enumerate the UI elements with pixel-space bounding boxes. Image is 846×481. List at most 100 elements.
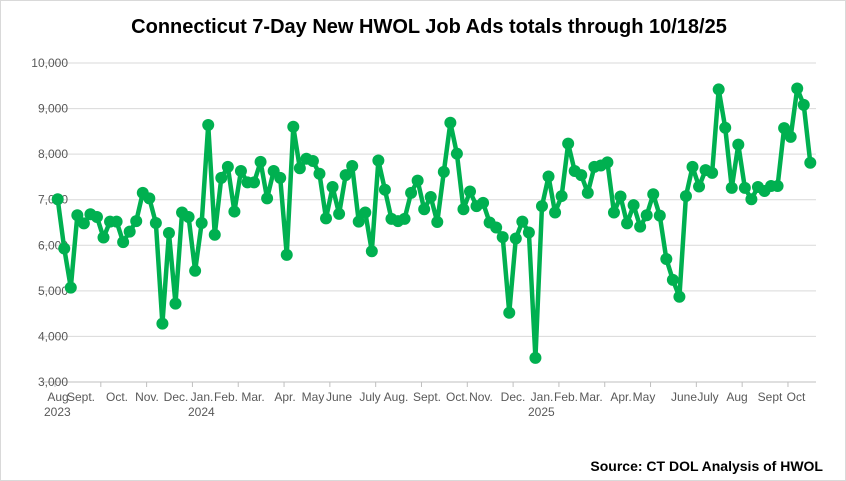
x-tick-label: June [326,390,352,404]
data-point [346,159,359,172]
data-point [398,212,411,225]
data-point [496,231,509,244]
data-point [450,147,463,160]
data-point [418,203,431,216]
x-tick-label: Mar. [579,390,602,404]
data-point [535,200,548,213]
data-point [804,156,817,169]
x-year-label: 2024 [188,405,215,419]
data-point [58,242,71,255]
data-point [182,211,195,224]
data-point [457,203,470,216]
data-point [130,215,143,228]
x-tick-label: May [302,390,325,404]
x-tick-label: Sept [758,390,783,404]
data-point [221,160,234,173]
data-point [156,317,169,330]
data-point [293,162,306,175]
data-point [627,199,640,212]
data-point [274,171,287,184]
x-tick-label: Sept. [413,390,441,404]
data-point [228,205,241,218]
data-point [424,190,437,203]
data-point [444,116,457,129]
data-point [640,209,653,222]
data-point [287,120,300,133]
data-point [405,186,418,199]
data-point [306,154,319,167]
data-point [234,165,247,178]
y-tick-label: 4,000 [38,329,68,343]
data-point [601,156,614,169]
data-point [647,188,660,201]
x-tick-label: July [359,390,380,404]
data-point [64,281,77,294]
data-point [712,83,725,96]
data-point [503,306,516,319]
x-tick-label: Feb. [214,390,238,404]
data-point [195,216,208,229]
data-point [516,215,529,228]
x-tick-label: Apr. [610,390,631,404]
x-tick-label: Dec. [501,390,526,404]
data-point [71,209,84,222]
x-tick-label: Oct. [106,390,128,404]
x-tick-label: Dec. [164,390,189,404]
data-point [477,196,490,209]
x-tick-label: Aug. [384,390,409,404]
data-point [719,121,732,134]
data-point [621,217,634,230]
data-point [411,174,424,187]
data-point [372,154,385,167]
x-tick-label: Aug [47,390,68,404]
x-tick-label: May [633,390,656,404]
data-point [660,252,673,265]
x-tick-label: Apr. [274,390,295,404]
data-point [549,206,562,219]
data-point [352,215,365,228]
source-note: Source: CT DOL Analysis of HWOL [590,458,823,474]
y-tick-label: 5,000 [38,284,68,298]
x-tick-label: Oct [787,390,806,404]
y-tick-label: 9,000 [38,102,68,116]
data-point [509,232,522,245]
data-point [693,180,706,193]
data-point [333,207,346,220]
data-point [189,264,202,277]
data-point [673,290,686,303]
y-tick-label: 8,000 [38,147,68,161]
data-point [378,183,391,196]
y-tick-label: 10,000 [31,56,68,70]
x-tick-label: Oct. [446,390,468,404]
data-point [437,165,450,178]
data-point [254,155,267,168]
x-tick-label: June [671,390,697,404]
data-point [706,166,719,179]
x-tick-label: Jan. [531,390,554,404]
data-point [143,192,156,205]
data-point [778,122,791,135]
data-point [634,220,647,233]
data-point [261,192,274,205]
data-point [522,226,535,239]
data-point [562,137,575,150]
data-point [110,215,123,228]
data-point [90,211,103,224]
data-point [280,248,293,261]
data-point [123,225,136,238]
x-tick-label: July [697,390,718,404]
data-point [679,190,692,203]
data-point [359,206,372,219]
data-point [77,217,90,230]
y-tick-label: 3,000 [38,375,68,389]
data-point [313,167,326,180]
data-point [784,130,797,143]
data-point [339,169,352,182]
data-point [97,231,110,244]
data-point [555,190,568,203]
data-point [162,226,175,239]
y-axis: 3,0004,0005,0006,0007,0008,0009,00010,00… [31,56,68,389]
data-point [169,297,182,310]
data-point [117,236,130,249]
